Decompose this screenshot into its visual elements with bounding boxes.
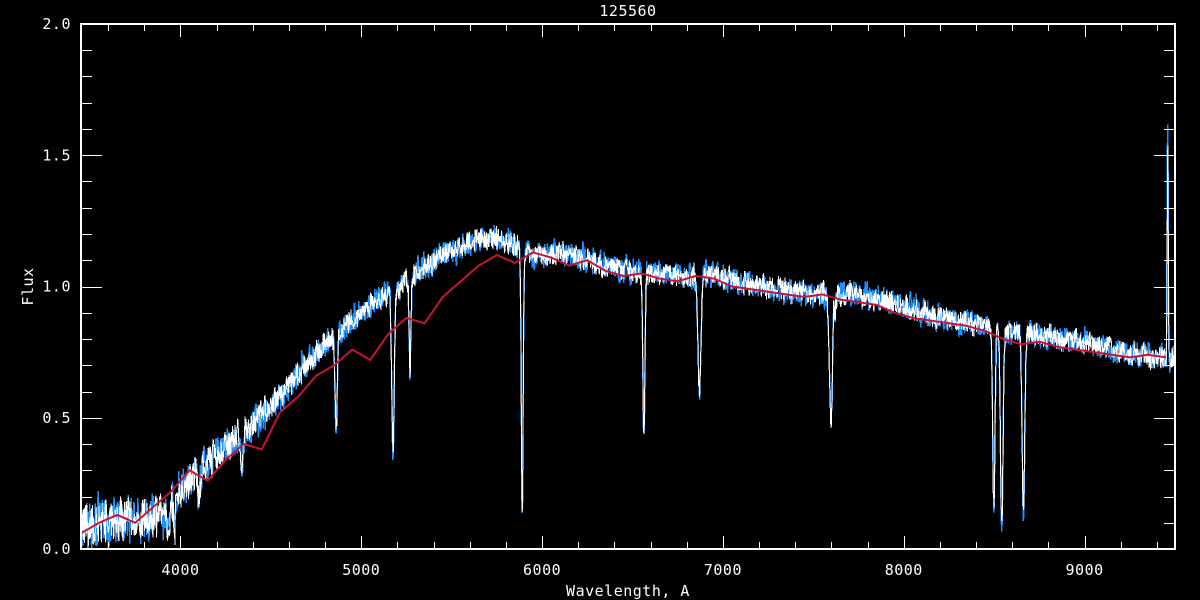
x-tick-label: 7000 xyxy=(704,561,742,579)
x-axis-label: Wavelength, A xyxy=(566,582,690,600)
x-tick-label: 8000 xyxy=(885,561,923,579)
y-tick-label: 2.0 xyxy=(42,15,71,33)
y-tick-label: 0.0 xyxy=(42,540,71,558)
y-tick-label: 1.5 xyxy=(42,146,71,164)
x-tick-label: 5000 xyxy=(342,561,380,579)
x-tick-label: 4000 xyxy=(161,561,199,579)
model-fit-line xyxy=(80,251,1167,535)
comparison-spectrum-white-path xyxy=(80,145,1176,549)
x-tick-label: 9000 xyxy=(1066,561,1104,579)
plot-title: 125560 xyxy=(599,2,656,20)
y-tick-label: 1.0 xyxy=(42,278,71,296)
plot-frame xyxy=(80,23,1176,550)
y-tick-label: 0.5 xyxy=(42,409,71,427)
y-axis-label: Flux xyxy=(19,267,37,305)
x-tick-label: 6000 xyxy=(523,561,561,579)
comparison-spectrum-white xyxy=(80,145,1176,549)
